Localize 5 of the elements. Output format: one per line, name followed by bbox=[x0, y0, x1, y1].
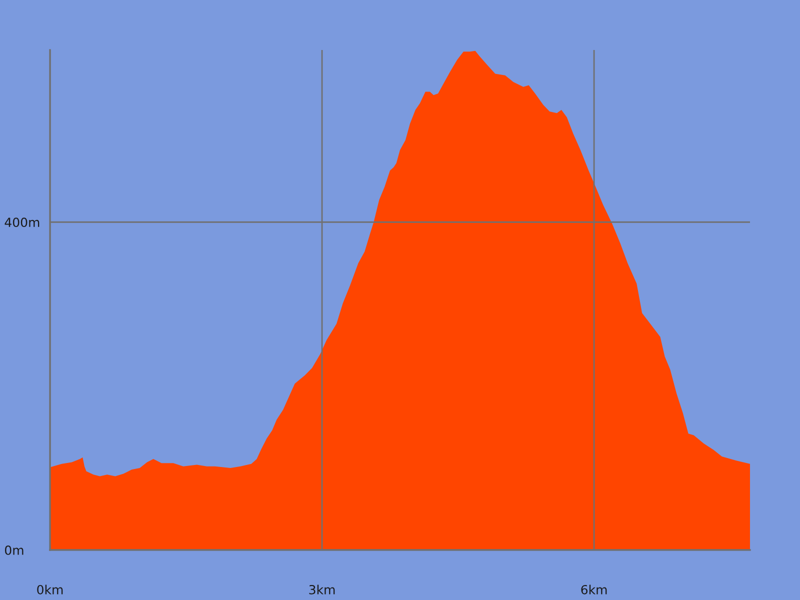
x-tick-label: 3km bbox=[309, 584, 335, 594]
y-tick-label: 0m bbox=[4, 545, 24, 555]
x-tick-label: 0km bbox=[37, 584, 63, 594]
x-tick-label: 6km bbox=[581, 584, 607, 594]
y-tick-label: 400m bbox=[4, 218, 40, 228]
